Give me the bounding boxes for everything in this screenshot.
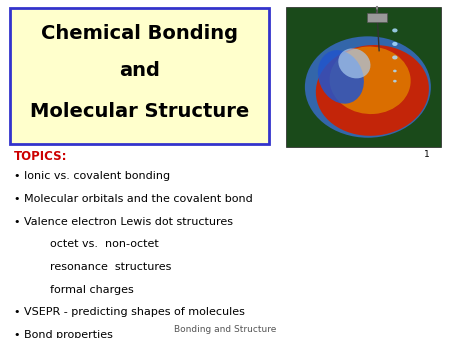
- Text: 1: 1: [424, 150, 430, 160]
- Text: and: and: [119, 62, 160, 80]
- Ellipse shape: [305, 37, 431, 138]
- Text: TOPICS:: TOPICS:: [14, 150, 67, 163]
- Text: octet vs.  non-octet: octet vs. non-octet: [50, 239, 158, 249]
- Text: Bonding and Structure: Bonding and Structure: [174, 325, 276, 334]
- Ellipse shape: [316, 45, 429, 136]
- Circle shape: [393, 80, 397, 82]
- Text: formal charges: formal charges: [50, 285, 133, 295]
- FancyBboxPatch shape: [367, 13, 387, 22]
- Text: Molecular Structure: Molecular Structure: [30, 102, 249, 121]
- FancyBboxPatch shape: [286, 7, 441, 147]
- Circle shape: [392, 42, 398, 46]
- Ellipse shape: [318, 50, 364, 104]
- FancyBboxPatch shape: [10, 8, 269, 144]
- Text: resonance  structures: resonance structures: [50, 262, 171, 272]
- Text: • VSEPR - predicting shapes of molecules: • VSEPR - predicting shapes of molecules: [14, 307, 244, 317]
- Text: • Valence electron Lewis dot structures: • Valence electron Lewis dot structures: [14, 217, 233, 227]
- Circle shape: [392, 55, 398, 59]
- Ellipse shape: [329, 47, 411, 114]
- Text: • Molecular orbitals and the covalent bond: • Molecular orbitals and the covalent bo…: [14, 194, 252, 204]
- Text: • Bond properties: • Bond properties: [14, 330, 112, 338]
- Text: Chemical Bonding: Chemical Bonding: [41, 24, 238, 43]
- Circle shape: [393, 70, 397, 72]
- Ellipse shape: [338, 48, 370, 78]
- Circle shape: [392, 28, 398, 32]
- Text: • Ionic vs. covalent bonding: • Ionic vs. covalent bonding: [14, 171, 170, 182]
